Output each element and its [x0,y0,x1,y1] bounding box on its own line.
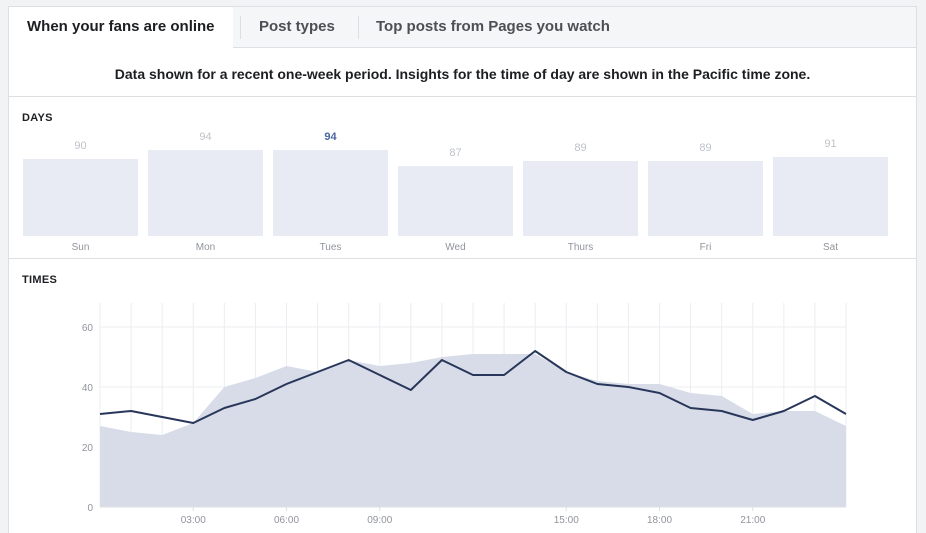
line-series [99,350,847,424]
day-column-tues[interactable]: 94 Tues [273,7,388,259]
times-section-label: TIMES [22,274,58,286]
day-value: 89 [699,142,712,155]
day-value: 91 [824,137,837,150]
day-name: Mon [195,242,216,253]
x-tick-label: 21:00 [740,515,765,526]
day-column-thurs[interactable]: 89 Thurs [523,7,638,259]
x-tick-label: 03:00 [181,515,206,526]
days-chart: 90 Sun 94 Mon 94 Tues 87 Wed 89 Thurs 89 Fri 91 Sat [9,7,916,259]
day-column-sat[interactable]: 91 Sat [773,7,888,259]
day-name: Wed [445,242,466,253]
day-value: 90 [74,140,87,152]
tab-divider [358,16,359,39]
day-bar [523,161,638,236]
day-name: Fri [699,242,712,253]
tab-bar: When your fans are online Post types Top… [9,7,916,49]
day-value: 87 [449,146,462,159]
day-column-sun[interactable]: 90 Sun [23,7,138,259]
tab-when-fans-online[interactable]: When your fans are online [9,7,233,49]
x-tick-label: 09:00 [367,515,392,526]
day-bar [273,150,388,236]
x-tick-label: 06:00 [274,515,299,526]
day-bar [648,161,763,236]
day-value: 94 [324,131,337,144]
y-tick-label: 60 [82,323,94,334]
y-tick-label: 40 [82,383,94,394]
day-column-wed[interactable]: 87 Wed [398,7,513,259]
day-column-fri[interactable]: 89 Fri [648,7,763,259]
y-tick-label: 20 [82,443,94,454]
day-name: Sat [822,242,838,253]
day-name: Thurs [567,242,594,253]
x-tick-label: 15:00 [554,515,579,526]
days-section-label: DAYS [22,112,53,124]
tab-divider [240,16,241,39]
day-name: Sun [71,242,90,253]
x-tick-label: 18:00 [647,515,672,526]
timezone-notice: Data shown for a recent one-week period.… [9,49,916,97]
day-bar [773,156,888,236]
day-bar [398,165,513,236]
y-tick-label: 0 [87,503,93,514]
insights-card: When your fans are online Post types Top… [8,6,917,533]
section-divider [9,258,916,259]
day-bar [148,150,263,236]
tab-post-types[interactable]: Post types [259,18,335,35]
day-column-mon[interactable]: 94 Mon [148,7,263,259]
day-name: Tues [319,242,342,253]
day-value: 89 [574,142,587,155]
day-bar [23,159,138,236]
tab-top-posts[interactable]: Top posts from Pages you watch [376,18,610,35]
area-series [100,354,846,507]
day-value: 94 [199,131,212,144]
times-chart: 0 20 40 60 03:00 06:00 09:00 15:00 18:00 21:00 [82,303,847,526]
